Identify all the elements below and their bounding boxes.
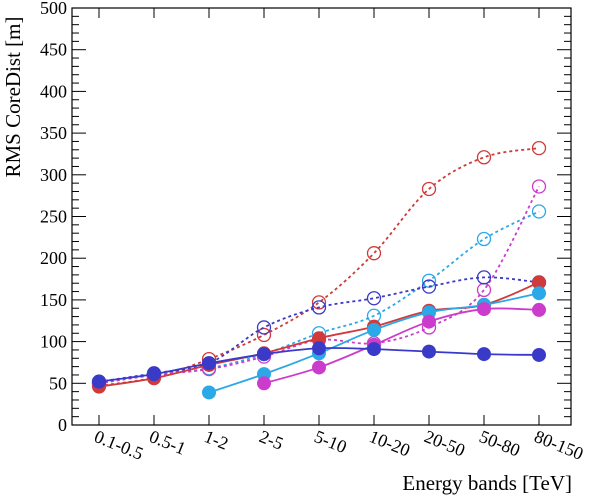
y-tick-label: 100: [40, 332, 67, 352]
data-point-open: [476, 231, 492, 247]
data-point-open: [311, 300, 327, 315]
x-tick-label: 20-50: [422, 426, 468, 460]
data-point-open: [476, 150, 492, 165]
y-tick-label: 350: [40, 123, 67, 143]
y-tick-label: 0: [58, 415, 67, 435]
data-point-open: [421, 279, 437, 294]
data-point-open: [366, 291, 382, 306]
x-tick-label: 50-80: [477, 426, 523, 460]
x-axis-title: Energy bands [TeV]: [402, 471, 572, 495]
series-solid-7: [92, 341, 546, 389]
y-tick-label: 250: [40, 207, 67, 227]
y-axis: 0 50 100 150 200 250 300 350 400 450 500: [40, 0, 571, 435]
data-point-filled: [312, 360, 326, 375]
data-point-filled: [257, 347, 271, 362]
data-point-filled: [477, 302, 491, 317]
y-axis-title: RMS CoreDist [m]: [1, 16, 25, 177]
data-point-open: [366, 246, 382, 261]
data-point-filled: [422, 344, 436, 359]
x-tick-label: 10-20: [367, 426, 413, 460]
data-point-filled: [147, 367, 161, 382]
x-tick-label: 0.1-0.5: [92, 426, 147, 464]
x-tick-label: 80-150: [532, 426, 587, 464]
y-tick-label: 150: [40, 290, 67, 310]
data-point-filled: [422, 314, 436, 329]
data-point-open: [421, 181, 437, 197]
data-point-open: [256, 320, 272, 335]
y-tick-label: 200: [40, 248, 67, 268]
data-point-filled: [92, 374, 106, 389]
data-point-open: [531, 179, 547, 194]
data-point-filled: [477, 347, 491, 362]
data-point-open: [531, 140, 547, 156]
data-point-filled: [532, 286, 546, 301]
data-point-filled: [202, 356, 216, 371]
x-tick-label: 1-2: [202, 426, 232, 454]
data-point-open: [421, 273, 437, 288]
data-point-filled: [312, 341, 326, 356]
data-point-filled: [202, 385, 216, 400]
x-tick-label: 0.5-1: [147, 426, 189, 459]
data-point-filled: [257, 376, 271, 391]
y-tick-label: 500: [40, 0, 67, 18]
data-point-open: [476, 270, 492, 285]
data-point-open: [476, 282, 492, 298]
data-point-filled: [532, 347, 546, 362]
data-point-filled: [367, 342, 381, 357]
data-point-filled: [532, 302, 546, 317]
y-tick-label: 400: [40, 81, 67, 101]
x-axis: 0.1-0.5 0.5-1 1-2 2-5 5-10 10-20 20-50 50-80 80-…: [92, 8, 587, 464]
data-point-open: [531, 204, 547, 219]
series-layer: [91, 140, 547, 400]
x-tick-label: 2-5: [257, 426, 287, 454]
data-point-filled: [367, 322, 381, 337]
x-tick-label: 5-10: [312, 426, 350, 457]
data-point-open: [311, 295, 327, 310]
data-point-open: [256, 327, 272, 343]
series-line: [98, 147, 540, 387]
y-tick-label: 450: [40, 40, 67, 60]
series-solid-6: [257, 302, 546, 391]
y-tick-label: 50: [49, 373, 67, 393]
y-tick-label: 300: [40, 165, 67, 185]
